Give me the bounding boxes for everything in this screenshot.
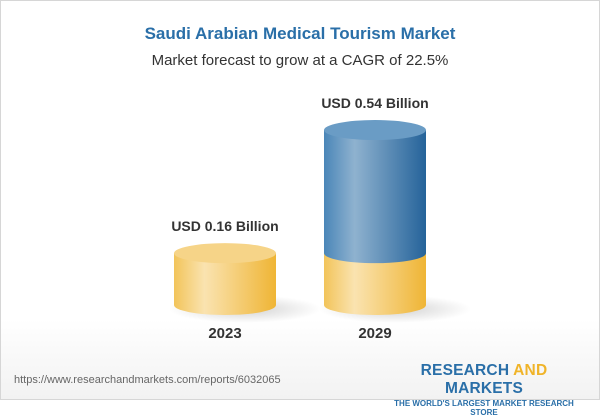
bar-growth-2029-top [324, 120, 426, 141]
x-tick-label: 2029 [358, 325, 391, 342]
source-url[interactable]: https://www.researchandmarkets.com/repor… [14, 374, 281, 386]
bar-base-2029-body [324, 253, 426, 315]
bar-2023-top [174, 243, 276, 264]
research-and-markets-logo: RESEARCH AND MARKETS THE WORLD'S LARGEST… [394, 362, 574, 417]
bar-2023-body [174, 253, 276, 315]
bar-growth-2029-body [324, 130, 426, 264]
data-label: USD 0.54 Billion [321, 95, 428, 111]
chart-title: Saudi Arabian Medical Tourism Market [144, 24, 456, 43]
chart-subtitle: Market forecast to grow at a CAGR of 22.… [151, 52, 449, 69]
infographic-frame [0, 0, 600, 400]
chart-plot: USD 0.16 Billion 2023 USD 0.54 Billion 2029 [169, 95, 471, 342]
data-label: USD 0.16 Billion [171, 218, 278, 234]
x-tick-label: 2023 [208, 325, 241, 342]
